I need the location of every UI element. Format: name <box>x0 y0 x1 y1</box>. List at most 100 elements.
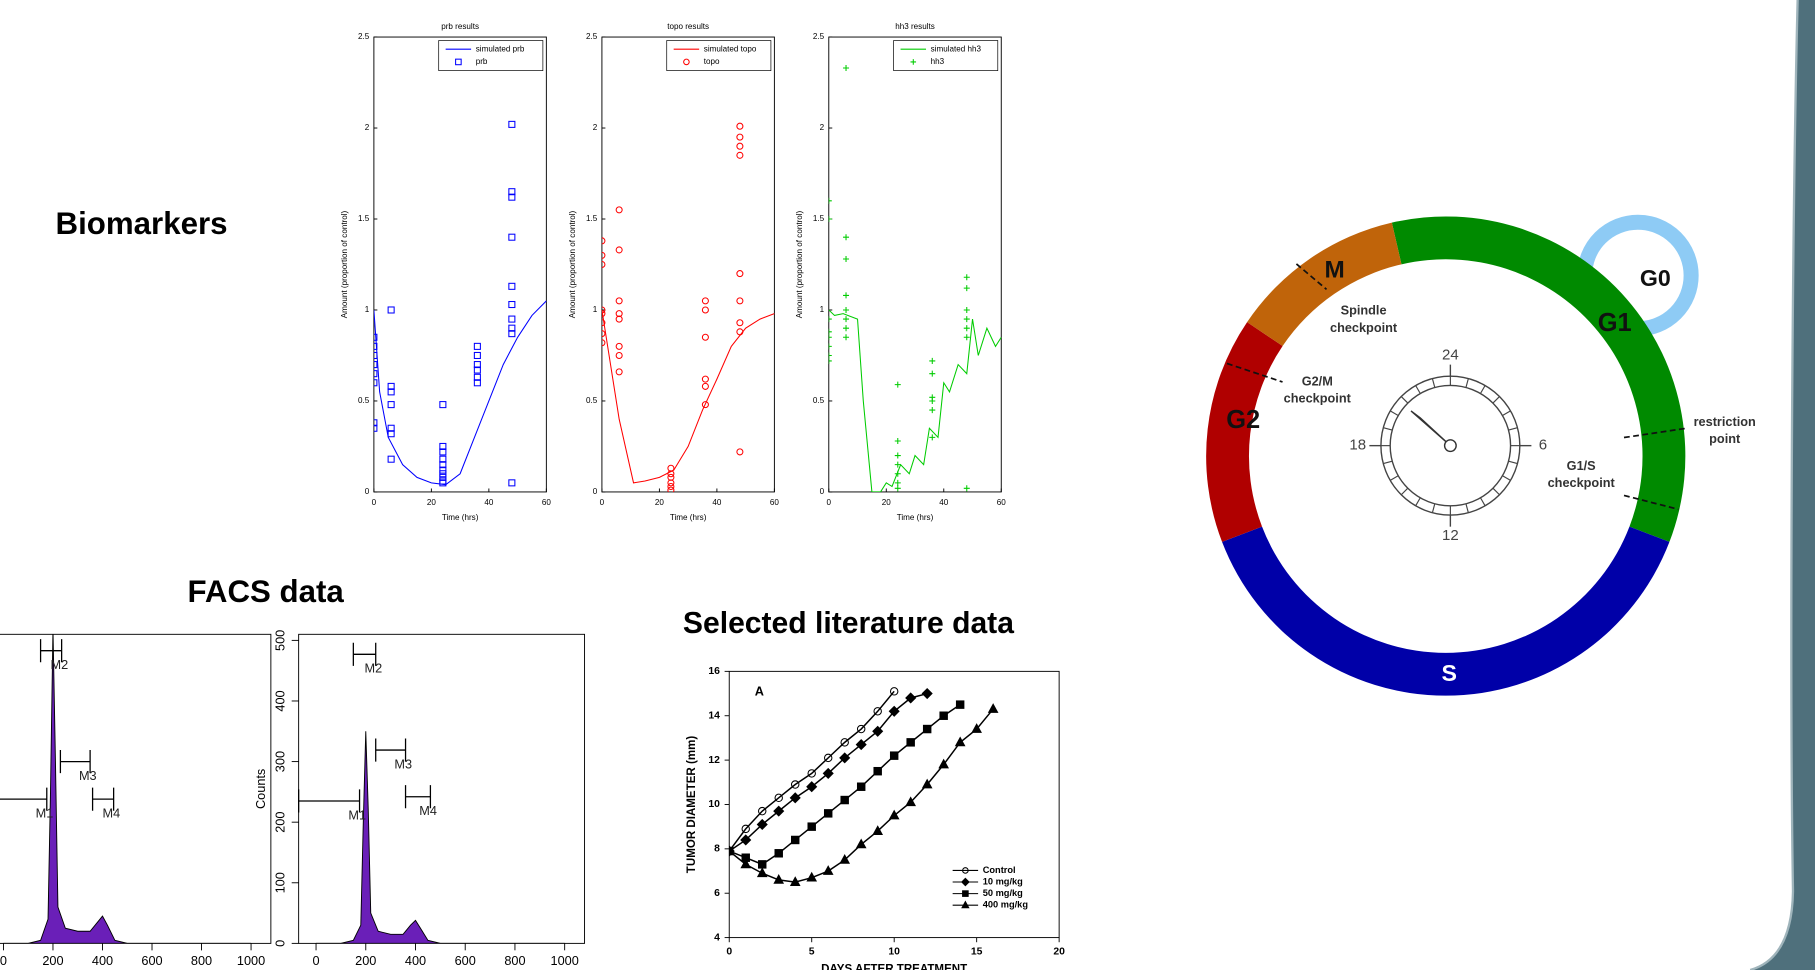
y-tick-label: 1.5 <box>813 214 825 223</box>
y-axis-label: Counts <box>253 769 268 809</box>
checkpoint-label: point <box>1709 431 1741 446</box>
x-axis-label: Time (hrs) <box>670 513 707 522</box>
x-tick-label: 40 <box>939 498 949 507</box>
phase-label: G2 <box>1226 406 1260 434</box>
clock-label: 24 <box>1442 346 1459 363</box>
legend-label: hh3 <box>931 57 945 66</box>
section-label: Selected literature data <box>683 607 1014 640</box>
plot-frame <box>299 634 585 943</box>
chart: prb results020406000.511.522.5Time (hrs)… <box>340 22 551 522</box>
phase-label: M <box>1324 256 1344 283</box>
legend-label: 50 mg/kg <box>983 888 1023 898</box>
checkpoint-label: G1/S <box>1567 458 1596 473</box>
legend-label: prb <box>476 57 488 66</box>
y-tick-label: 8 <box>714 844 720 855</box>
x-tick-label: 60 <box>770 498 780 507</box>
x-tick-label: 600 <box>455 953 476 968</box>
x-tick-label: 60 <box>542 498 552 507</box>
clock-label: 12 <box>1442 527 1459 544</box>
y-axis-label: TUMOR DIAMETER (mm) <box>686 736 698 874</box>
x-tick-label: 1000 <box>237 953 265 968</box>
y-tick-label: 0 <box>820 487 825 496</box>
x-tick-label: 0 <box>726 946 732 957</box>
x-tick-label: 10 <box>888 946 900 957</box>
chart-title: topo results <box>667 22 709 31</box>
x-tick-label: 5 <box>809 946 815 957</box>
slide: Biomarkers FACS data Selected literature… <box>0 0 1815 970</box>
marker <box>825 810 832 817</box>
y-tick-label: 1 <box>820 305 825 314</box>
plot-frame <box>602 37 774 492</box>
marker <box>775 850 782 857</box>
clock-label: 6 <box>1539 437 1547 454</box>
marker <box>923 725 930 732</box>
y-tick-label: 1.5 <box>358 214 370 223</box>
x-tick-label: 20 <box>655 498 665 507</box>
x-tick-label: 600 <box>141 953 162 968</box>
plot-frame <box>374 37 546 492</box>
chart: 02004006008001000M1M2M3M4 <box>0 628 271 968</box>
plot-frame <box>829 37 1001 492</box>
y-tick-label: 2 <box>365 123 370 132</box>
checkpoint-label: checkpoint <box>1284 391 1352 406</box>
x-tick-label: 20 <box>882 498 892 507</box>
marker <box>956 701 963 708</box>
gate-label: M2 <box>50 657 68 672</box>
x-axis-label: Time (hrs) <box>897 513 934 522</box>
annotation: A <box>755 684 764 699</box>
marker <box>940 712 947 719</box>
x-tick-label: 0 <box>372 498 377 507</box>
legend-label: simulated prb <box>476 44 525 53</box>
marker <box>890 752 897 759</box>
x-axis-label: Time (hrs) <box>442 513 479 522</box>
y-tick-label: 100 <box>273 872 288 893</box>
x-tick-label: 0 <box>0 953 7 968</box>
y-tick-label: 16 <box>708 666 720 677</box>
plot-frame <box>0 634 271 943</box>
chart-title: prb results <box>441 22 479 31</box>
x-axis-label: DAYS AFTER TREATMENT <box>821 963 967 970</box>
x-tick-label: 200 <box>355 953 376 968</box>
x-tick-label: 1000 <box>551 953 579 968</box>
phase-label: G0 <box>1640 265 1671 291</box>
legend-label: simulated hh3 <box>931 44 982 53</box>
legend-label: topo <box>704 57 720 66</box>
gate-label: M3 <box>79 768 97 783</box>
x-tick-label: 0 <box>313 953 320 968</box>
chart: 0510152046810121416DAYS AFTER TREATMENTT… <box>686 666 1065 970</box>
y-tick-label: 0 <box>593 487 598 496</box>
cell-cycle-diagram: MG1G0G2SSpindlecheckpointG2/Mcheckpointr… <box>1206 216 1756 695</box>
x-tick-label: 40 <box>712 498 722 507</box>
gate-label: M3 <box>394 756 412 771</box>
y-tick-label: 0.5 <box>813 396 825 405</box>
x-tick-label: 60 <box>997 498 1007 507</box>
clock-label: 18 <box>1349 437 1366 454</box>
x-tick-label: 0 <box>827 498 832 507</box>
legend-label: 10 mg/kg <box>983 876 1023 886</box>
marker <box>963 891 969 897</box>
marker <box>907 739 914 746</box>
y-tick-label: 0 <box>273 940 288 947</box>
x-tick-label: 400 <box>405 953 426 968</box>
marker <box>874 767 881 774</box>
clock-hub <box>1445 440 1457 452</box>
y-tick-label: 2 <box>593 123 598 132</box>
slide-border <box>1750 0 1815 970</box>
checkpoint-label: G2/M <box>1302 373 1333 388</box>
y-tick-label: 4 <box>714 932 720 943</box>
y-tick-label: 14 <box>708 710 720 721</box>
y-tick-label: 6 <box>714 888 720 899</box>
x-tick-label: 40 <box>484 498 494 507</box>
legend-label: simulated topo <box>704 44 757 53</box>
page: {"slide_labels": {"biomarkers": "Biomark… <box>0 0 1815 970</box>
y-tick-label: 2.5 <box>358 32 370 41</box>
x-tick-label: 200 <box>42 953 63 968</box>
checkpoint-label: checkpoint <box>1548 475 1616 490</box>
y-tick-label: 10 <box>708 799 720 810</box>
x-tick-label: 15 <box>971 946 983 957</box>
y-tick-label: 2 <box>820 123 825 132</box>
y-tick-label: 0 <box>365 487 370 496</box>
marker <box>759 861 766 868</box>
y-tick-label: 12 <box>708 755 720 766</box>
